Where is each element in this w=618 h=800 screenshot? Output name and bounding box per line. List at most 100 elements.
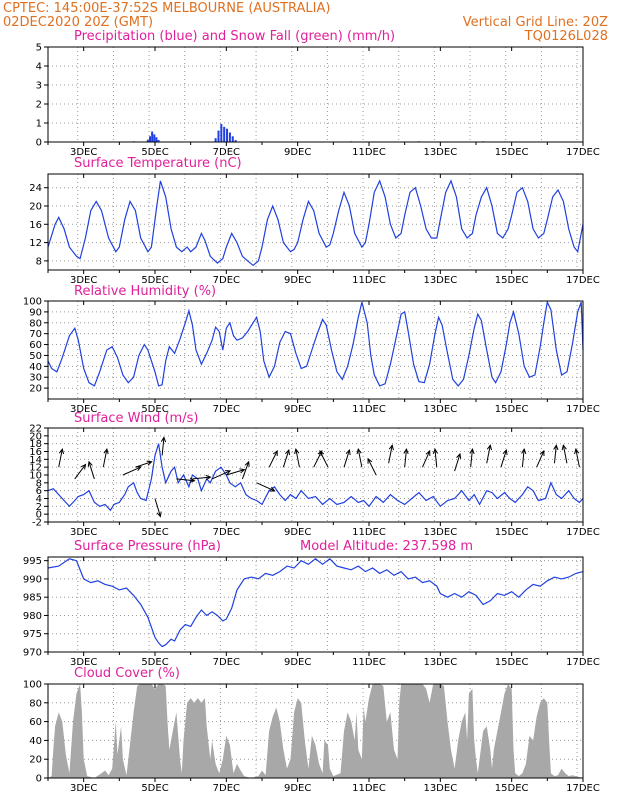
y-tick-label: 4	[36, 494, 42, 505]
panel-0: 0 1 2 3 4 5 3DEC 5DEC 7DEC 9DEC 11DEC 13DEC 15DEC 17D…	[36, 29, 600, 158]
header-right-line2: TQ0126L028	[524, 29, 608, 44]
precip-bar	[149, 136, 152, 142]
y-tick-label: 0	[36, 510, 42, 521]
y-tick-label: 16	[29, 447, 42, 458]
wind-arrow	[432, 448, 439, 468]
y-tick-label: -2	[32, 518, 42, 529]
x-tick-label: 17DEC	[566, 275, 600, 286]
wind-arrow-shaft	[536, 450, 545, 468]
y-tick-label: 10	[29, 471, 42, 482]
wind-arrow	[282, 448, 291, 468]
wind-arrow-shaft	[211, 470, 231, 480]
x-tick-label: 5DEC	[141, 147, 168, 158]
cloud-cover-area	[48, 684, 583, 778]
wind-arrow	[226, 468, 246, 476]
panel-title: Surface Pressure (hPa)	[74, 539, 221, 554]
x-tick-label: 17DEC	[566, 657, 600, 668]
x-tick-label: 5DEC	[141, 275, 168, 286]
y-tick-label: 14	[29, 455, 42, 466]
x-tick-label: 15DEC	[495, 275, 529, 286]
y-tick-label: 20	[29, 202, 42, 213]
wind-arrow-head	[285, 448, 291, 456]
wind-arrow-shaft	[241, 461, 250, 480]
x-tick-label: 7DEC	[213, 527, 240, 538]
y-tick-label: 16	[29, 220, 42, 231]
wind-arrow-head	[156, 511, 162, 518]
wind-arrow	[122, 466, 142, 476]
x-tick-label: 13DEC	[423, 527, 457, 538]
y-tick-label: 980	[23, 611, 42, 622]
wind-arrow	[256, 482, 276, 492]
precip-bar	[157, 140, 160, 142]
y-tick-label: 3	[36, 81, 42, 92]
x-tick-label: 9DEC	[284, 783, 311, 794]
wind-arrow-head	[319, 449, 325, 456]
wind-arrow-head	[456, 452, 462, 460]
wind-arrow	[192, 474, 212, 481]
precip-bar	[217, 130, 220, 142]
wind-arrow-shaft	[454, 453, 461, 472]
wind-arrow	[319, 449, 329, 468]
y-tick-label: 70	[29, 329, 42, 340]
x-tick-label: 7DEC	[213, 147, 240, 158]
wind-arrow-shaft	[282, 449, 290, 468]
y-tick-label: 20	[29, 384, 42, 395]
wind-arrow-head	[486, 444, 493, 451]
y-tick-label: 80	[29, 698, 42, 709]
wind-arrow	[160, 436, 167, 456]
precip-bar	[146, 139, 149, 142]
precip-bar	[228, 132, 231, 142]
x-tick-label: 5DEC	[141, 783, 168, 794]
wind-arrow-head	[561, 444, 567, 451]
wind-arrow-head	[432, 448, 439, 455]
panel-1: 8 12 16 20 24 3DEC 5DEC 7DEC 9DEC 11DEC 13DEC 15DEC…	[29, 156, 600, 286]
precip-bar	[220, 123, 223, 142]
wind-arrow	[343, 448, 351, 468]
y-tick-label: 12	[29, 463, 42, 474]
wind-arrow-shaft	[192, 476, 211, 480]
header-left-line1: CPTEC: 145:00E-37:52S MELBOURNE (AUSTRAL…	[3, 1, 330, 16]
wind-arrow	[74, 463, 87, 480]
wind-arrow-shaft	[74, 464, 86, 480]
wind-arrow-head	[239, 468, 246, 474]
wind-arrow-shaft	[135, 461, 152, 468]
wind-arrow	[454, 452, 462, 472]
x-tick-label: 11DEC	[352, 147, 386, 158]
wind-arrow-shaft	[319, 450, 329, 468]
y-tick-label: 2	[36, 100, 42, 111]
wind-arrow	[367, 457, 377, 476]
wind-arrow-head	[103, 448, 109, 455]
wind-arrow-head	[272, 449, 278, 456]
wind-arrow-head	[553, 444, 559, 451]
series-line	[47, 443, 584, 512]
wind-arrow-head	[225, 470, 232, 475]
wind-arrow-head	[539, 449, 545, 456]
wind-arrow-head	[146, 460, 153, 466]
y-tick-label: 5	[36, 43, 42, 54]
wind-arrow-shaft	[562, 445, 568, 464]
wind-arrow	[87, 460, 95, 480]
wind-arrow-shaft	[313, 450, 323, 468]
x-tick-label: 17DEC	[566, 527, 600, 538]
y-tick-label: 60	[29, 340, 42, 351]
wind-arrow	[294, 448, 300, 468]
wind-arrow-head	[502, 448, 508, 456]
y-tick-label: 40	[29, 362, 42, 373]
precip-bar	[153, 134, 156, 142]
y-tick-label: 975	[23, 629, 42, 640]
wind-arrow	[521, 448, 527, 468]
x-tick-label: 9DEC	[284, 275, 311, 286]
panel-4: 970 975 980 985 990 995 3DEC 5DEC 7DEC 9DEC 11DEC 1…	[23, 539, 600, 668]
header-right-line1: Vertical Grid Line: 20Z	[463, 15, 608, 30]
x-tick-label: 13DEC	[423, 147, 457, 158]
wind-arrow-head	[189, 477, 196, 483]
wind-arrow-head	[356, 448, 362, 455]
wind-arrow-shaft	[122, 466, 142, 476]
panel-title: Precipitation (blue) and Snow Fall (gree…	[74, 29, 395, 44]
x-tick-label: 3DEC	[70, 783, 97, 794]
wind-arrow-head	[469, 448, 475, 455]
precip-bar	[226, 128, 229, 142]
x-tick-label: 3DEC	[70, 404, 97, 415]
